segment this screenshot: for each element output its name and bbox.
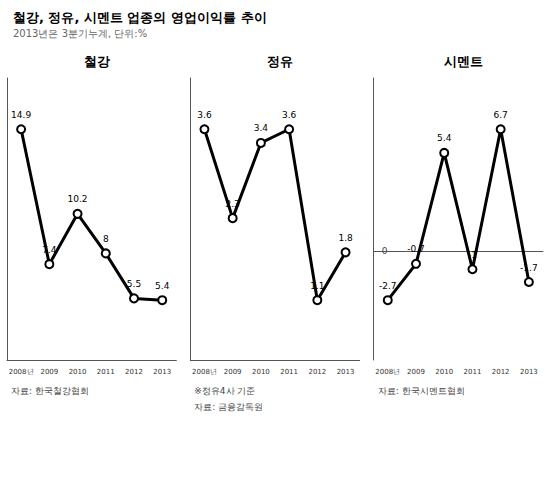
svg-text:3.4: 3.4 <box>254 123 269 133</box>
svg-text:1.1: 1.1 <box>310 281 324 291</box>
svg-text:2010: 2010 <box>252 368 270 376</box>
svg-text:5.4: 5.4 <box>155 281 170 291</box>
svg-text:2009: 2009 <box>40 368 58 376</box>
svg-text:2012: 2012 <box>125 368 143 376</box>
svg-text:정유: 정유 <box>267 54 293 69</box>
svg-text:2013: 2013 <box>337 368 355 376</box>
svg-text:2008년: 2008년 <box>192 368 217 376</box>
svg-text:2.3: 2.3 <box>226 199 240 209</box>
svg-text:-0.7: -0.7 <box>407 244 425 254</box>
svg-text:시멘트: 시멘트 <box>444 54 483 69</box>
svg-text:14.9: 14.9 <box>11 110 31 120</box>
svg-text:자료: 한국철강협회: 자료: 한국철강협회 <box>11 386 89 396</box>
svg-text:2013년은 3분기누계, 단위:%: 2013년은 3분기누계, 단위:% <box>13 28 147 39</box>
svg-text:0: 0 <box>382 246 388 256</box>
svg-text:2011: 2011 <box>464 368 482 376</box>
svg-text:7.4: 7.4 <box>42 245 57 255</box>
svg-text:2008년: 2008년 <box>9 368 34 376</box>
svg-text:2009: 2009 <box>407 368 425 376</box>
svg-text:-1.7: -1.7 <box>520 263 538 273</box>
svg-text:10.2: 10.2 <box>68 194 88 204</box>
svg-text:2010: 2010 <box>435 368 453 376</box>
svg-text:6.7: 6.7 <box>494 110 508 120</box>
svg-text:철강, 정유, 시멘트 업종의 영업이익률 추이: 철강, 정유, 시멘트 업종의 영업이익률 추이 <box>13 10 267 25</box>
svg-text:2011: 2011 <box>97 368 115 376</box>
svg-text:2012: 2012 <box>492 368 510 376</box>
svg-text:2013: 2013 <box>520 368 538 376</box>
svg-text:-1: -1 <box>468 250 477 260</box>
svg-text:8: 8 <box>103 234 109 244</box>
svg-text:2008년: 2008년 <box>375 368 400 376</box>
svg-text:-2.7: -2.7 <box>379 281 397 291</box>
svg-text:2013: 2013 <box>153 368 171 376</box>
svg-text:2009: 2009 <box>224 368 242 376</box>
svg-text:철강: 철강 <box>84 54 110 69</box>
svg-text:자료: 금융감독원: 자료: 금융감독원 <box>194 402 263 412</box>
svg-text:2012: 2012 <box>308 368 326 376</box>
svg-text:※정유4사 기준: ※정유4사 기준 <box>194 386 255 396</box>
svg-text:1.8: 1.8 <box>338 233 353 243</box>
svg-text:3.6: 3.6 <box>282 110 297 120</box>
svg-text:자료: 한국시멘트협회: 자료: 한국시멘트협회 <box>378 386 465 396</box>
svg-text:5.5: 5.5 <box>127 279 141 289</box>
svg-text:5.4: 5.4 <box>437 133 452 143</box>
svg-text:3.6: 3.6 <box>197 110 212 120</box>
svg-text:2011: 2011 <box>280 368 298 376</box>
svg-text:2010: 2010 <box>69 368 87 376</box>
